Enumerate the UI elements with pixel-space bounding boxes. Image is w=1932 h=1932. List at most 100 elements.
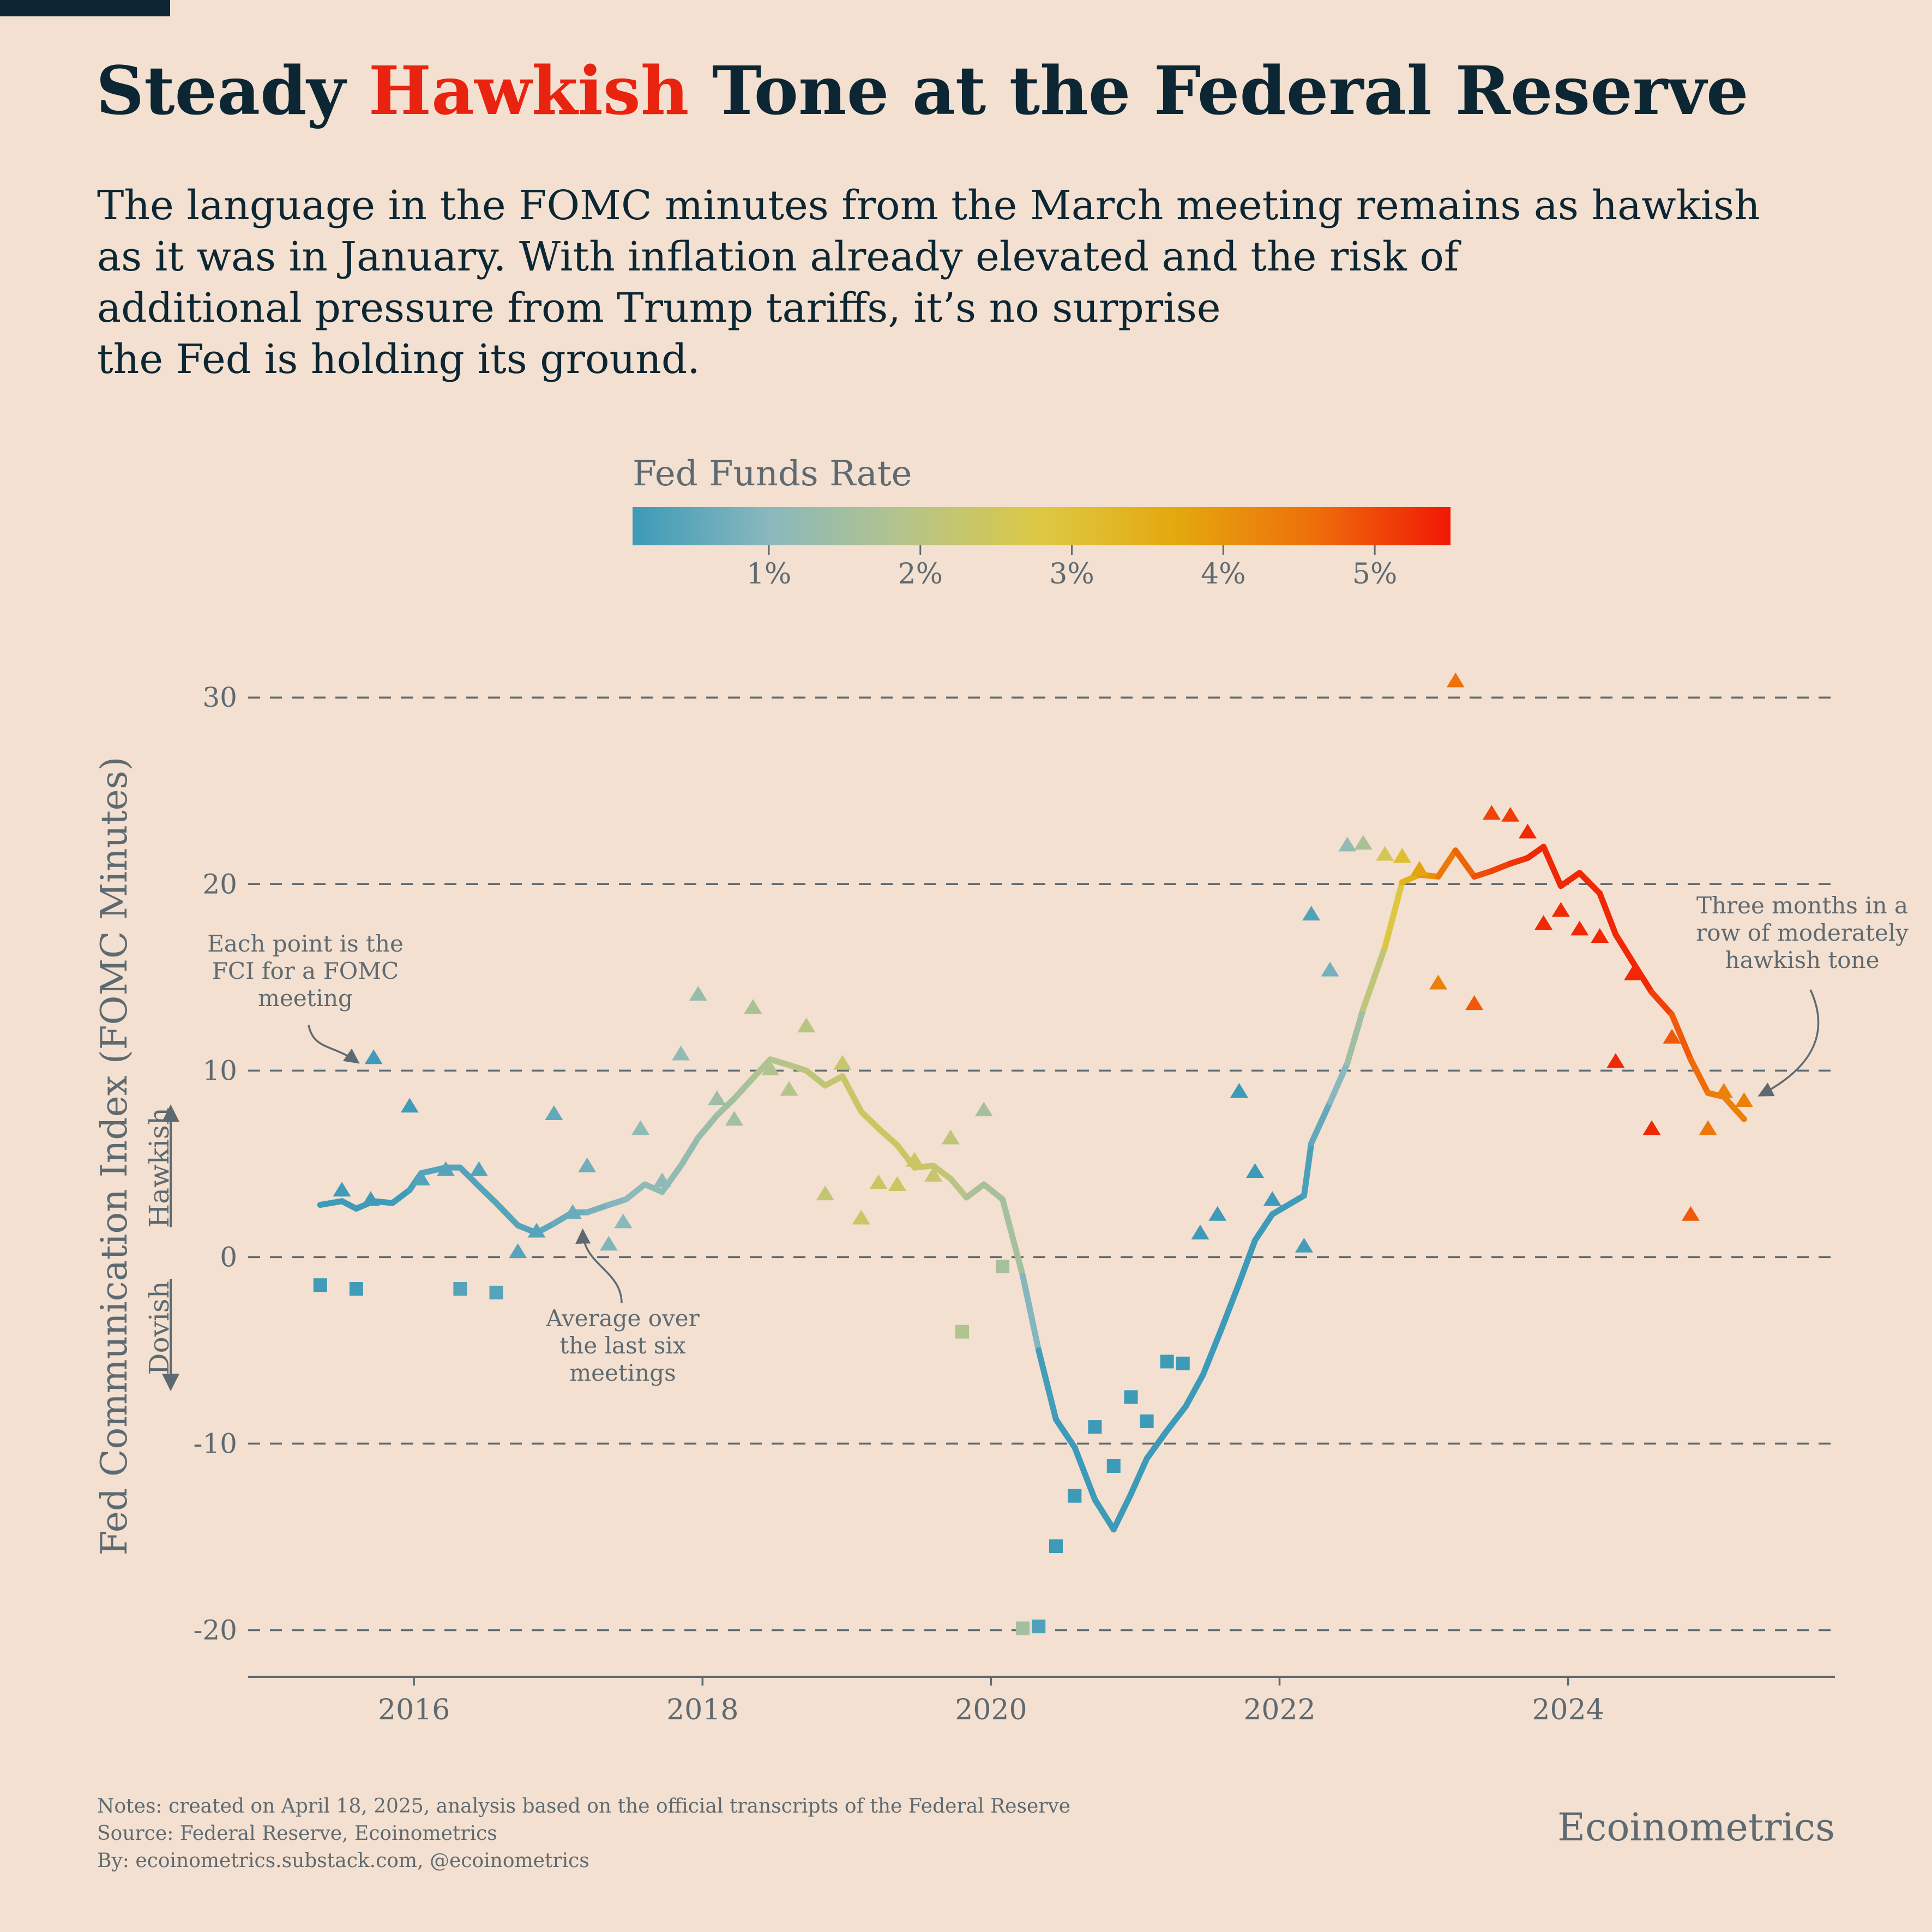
fci-point-square [955,1325,969,1339]
fci-point-triangle [1624,965,1642,980]
fci-point-triangle [1354,835,1373,850]
subtitle: The language in the FOMC minutes from th… [97,182,1760,383]
average-line-segment [1471,868,1495,880]
average-line-segment [1072,1444,1098,1503]
fci-point-triangle [614,1213,633,1229]
x-axis-ticks: 2016 2018 2020 2022 2024 [378,1677,1604,1726]
fci-point-triangle [1338,836,1357,852]
fci-point-triangle [545,1105,563,1120]
fci-point-triangle [689,986,707,1001]
legend-tick-label: 2% [898,558,943,591]
fci-point-triangle [708,1090,726,1105]
average-line-segment [803,1067,828,1089]
fci-point-triangle [563,1204,582,1219]
fci-point-square [1106,1459,1121,1473]
average-line-segment [1143,1427,1170,1462]
fci-point-triangle [725,1111,744,1126]
fci-point-triangle [1429,974,1447,990]
fci-point-triangle [436,1161,455,1176]
average-line-segment [493,1200,521,1229]
fci-point-triangle [578,1157,597,1172]
fci-point-triangle [1714,1082,1733,1098]
fci-point-triangle [672,1045,690,1061]
fci-point-triangle [362,1191,380,1206]
average-line-segment [1720,1093,1747,1122]
fci-point-triangle [1376,846,1394,861]
average-line-segment [1128,1455,1150,1497]
fci-point-square [1068,1489,1082,1503]
fci-point-triangle [1465,995,1484,1010]
fci-point-triangle [852,1209,870,1225]
x-tick-label: 2024 [1532,1694,1604,1726]
hawkish-label: Hawkish [143,1108,175,1227]
average-line-segment [389,1187,413,1206]
fci-point-triangle [1699,1120,1717,1135]
y-axis-ticks: -20 -10 0 10 20 30 [193,682,237,1646]
footer-notes: Notes: created on April 18, 2025, analys… [97,1795,1071,1872]
fci-point-triangle [1321,961,1339,977]
average-line-segment [1557,870,1583,889]
average-line-segment [1200,1325,1225,1378]
fci-point-triangle [1591,928,1609,943]
average-line-segment [947,1176,970,1201]
fci-point-triangle [869,1174,888,1189]
average-line-segment [1269,1192,1307,1218]
legend-tick-label: 1% [747,558,792,591]
fci-point-triangle [1534,915,1553,930]
title-part-1: Steady [96,51,369,130]
fci-point-square [1032,1620,1046,1634]
average-line-segment [822,1073,846,1089]
average-line-segment [1252,1211,1275,1244]
fci-point-triangle [1410,860,1429,876]
title-part-2: Tone at the Federal Reserve [689,51,1749,130]
average-line-segment [1687,1056,1711,1096]
y-tick-label: -10 [193,1428,237,1459]
fci-point-triangle [653,1172,671,1188]
fci-point-square [996,1259,1010,1273]
legend-color-bar [633,507,1450,545]
average-line-segment [839,1073,864,1115]
average-line-segment [1612,931,1636,966]
average-line-segment [1052,1416,1078,1450]
average-line-segment [875,1125,900,1148]
fci-point-square [1176,1356,1190,1370]
fci-point-triangle [780,1081,798,1096]
average-line-segment [457,1164,482,1189]
x-tick-label: 2018 [666,1694,738,1726]
average-line-segment [1020,1273,1042,1353]
average-line-segment [963,1181,987,1201]
y-tick-label: 0 [220,1241,237,1273]
legend-tick-label: 3% [1049,558,1094,591]
average-line-segment [1301,1140,1315,1199]
fci-point-triangle [1501,806,1520,822]
fci-point-triangle [1570,920,1589,936]
legend-title: Fed Funds Rate [633,454,912,494]
legend-tick-label: 4% [1201,558,1246,591]
average-line-segment [1092,1496,1117,1533]
average-line-segment [767,1056,792,1068]
fci-point-triangle [1302,905,1321,920]
average-line-segment [930,1163,954,1182]
average-note: Average over the last six meetings [545,1305,700,1386]
x-tick-label: 2016 [378,1694,450,1726]
title-highlight: Hawkish [368,51,689,130]
average-line-segment [1452,847,1478,880]
y-tick-label: -20 [193,1614,237,1646]
y-tick-label: 30 [202,682,237,713]
fci-point-triangle [905,1152,924,1167]
x-tick-label: 2020 [955,1694,1027,1726]
average-line-segment [911,1163,937,1171]
fci-point-triangle [1393,847,1411,863]
average-line-segment [1648,989,1675,1018]
fci-point-triangle [924,1166,943,1182]
fci-point-triangle [1191,1224,1209,1239]
average-line-segment [1036,1347,1059,1423]
fci-point-triangle [1606,1053,1625,1068]
fci-point-triangle [1295,1237,1313,1253]
page-title: Steady Hawkish Tone at the Federal Reser… [96,48,1749,133]
average-line-segment [476,1183,499,1206]
dovish-label: Dovish [143,1281,175,1375]
recent-note-arrow [1758,989,1820,1097]
average-line-segment [1597,890,1619,938]
fci-point-triangle [1663,1028,1681,1044]
